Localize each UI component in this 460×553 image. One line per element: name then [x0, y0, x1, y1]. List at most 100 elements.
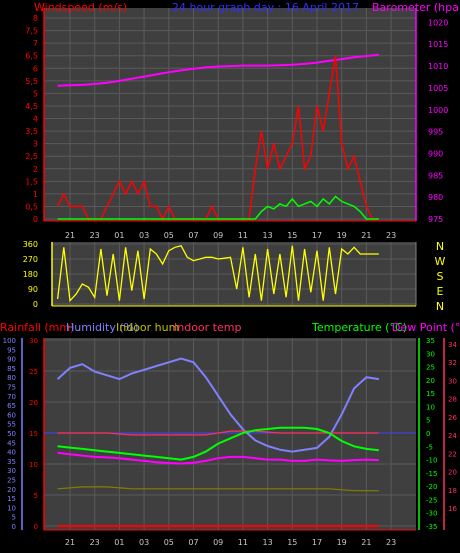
tick-label-direction: 0	[33, 300, 38, 309]
tick-label-windspeed: 5	[33, 89, 38, 98]
tick-label-direction: 180	[23, 270, 38, 279]
tick-label-rainfall: 25	[29, 368, 38, 376]
tick-label-humidity: 40	[7, 449, 16, 457]
legend-rainfall: Rainfall (mm)	[0, 321, 74, 334]
tick-label-barometer: 1000	[428, 106, 448, 115]
tick-label-hour: 23	[386, 231, 396, 240]
tick-label-indoor-temp: 18	[448, 487, 457, 495]
compass-label-s: S	[437, 270, 444, 283]
tick-label-hour: 15	[287, 231, 297, 240]
tick-label-temperature: -25	[426, 496, 437, 504]
series-line-wind-direction	[56, 244, 379, 303]
tick-label-humidity: 10	[7, 504, 16, 512]
tick-label-barometer: 985	[428, 171, 443, 180]
panel-temp-background	[44, 338, 416, 530]
panel-wind-background	[44, 8, 416, 221]
tick-label-temperature: -5	[426, 443, 433, 451]
tick-label-windspeed: 6,5	[25, 52, 38, 61]
tick-label-hour-temp: 01	[114, 538, 124, 547]
tick-label-humidity: 15	[7, 495, 16, 503]
series-line-wind-speed	[57, 195, 379, 220]
tick-label-rainfall: 30	[29, 337, 38, 345]
tick-label-windspeed: 7	[33, 39, 38, 48]
tick-label-temperature: 30	[426, 350, 435, 358]
tick-label-indoor-temp: 24	[448, 432, 457, 440]
tick-label-hour-temp: 07	[188, 538, 198, 547]
tick-label-temperature: -15	[426, 470, 437, 478]
tick-label-indoor-temp: 20	[448, 469, 457, 477]
tick-label-barometer: 980	[428, 193, 443, 202]
tick-label-barometer: 975	[428, 215, 443, 224]
tick-label-temperature: -10	[426, 457, 437, 465]
compass-label-n: N	[436, 300, 444, 313]
tick-label-hour: 13	[263, 231, 273, 240]
tick-label-humidity: 45	[7, 439, 16, 447]
tick-label-windspeed: 3	[33, 140, 38, 149]
tick-label-indoor-temp: 32	[448, 359, 457, 367]
tick-label-rainfall: 10	[29, 461, 38, 469]
tick-label-hour: 09	[213, 231, 223, 240]
compass-label-e: E	[437, 285, 444, 298]
tick-label-humidity: 30	[7, 467, 16, 475]
tick-label-hour-temp: 21	[361, 538, 371, 547]
legend-dew-point: Dew Point (°C)	[392, 321, 460, 334]
legend-indoor-temp: Indoor temp	[174, 321, 241, 334]
series-line-temperature-c-	[57, 426, 379, 461]
tick-label-windspeed: 8	[33, 14, 38, 23]
tick-label-hour-temp: 13	[263, 538, 273, 547]
tick-label-temperature: 5	[426, 417, 430, 425]
series-line-barometer	[57, 53, 379, 87]
tick-label-barometer: 1015	[428, 40, 448, 49]
tick-label-humidity: 35	[7, 458, 16, 466]
tick-label-barometer: 1010	[428, 62, 448, 71]
tick-label-temperature: 20	[426, 377, 435, 385]
tick-label-humidity: 90	[7, 356, 16, 364]
tick-label-direction: 360	[23, 240, 38, 249]
tick-label-barometer: 995	[428, 128, 443, 137]
tick-label-humidity: 5	[12, 514, 16, 522]
compass-label-n: N	[436, 240, 444, 253]
tick-label-temperature: 35	[426, 337, 435, 345]
tick-label-hour: 17	[312, 231, 322, 240]
tick-label-windspeed: 6	[33, 64, 38, 73]
tick-label-hour: 23	[90, 231, 100, 240]
chart-title: 24 hour graph day : 16 April 2017	[172, 1, 359, 14]
tick-label-humidity: 95	[7, 346, 16, 354]
legend-temperature: Temperature (°C)	[311, 321, 407, 334]
tick-label-temperature: -35	[426, 523, 437, 531]
series-line-indoor-hum	[57, 486, 379, 492]
tick-label-hour-temp: 15	[287, 538, 297, 547]
tick-label-barometer: 990	[428, 149, 443, 158]
tick-label-hour: 07	[188, 231, 198, 240]
tick-label-hour-temp: 17	[312, 538, 322, 547]
tick-label-rainfall: 0	[34, 523, 38, 531]
tick-label-indoor-temp: 30	[448, 377, 457, 385]
tick-label-humidity: 75	[7, 384, 16, 392]
tick-label-hour-temp: 23	[386, 538, 396, 547]
tick-label-hour: 05	[164, 231, 174, 240]
tick-label-temperature: 15	[426, 390, 435, 398]
tick-label-windspeed: 4,5	[25, 102, 38, 111]
tick-label-windspeed: 3,5	[25, 127, 38, 136]
tick-label-humidity: 25	[7, 477, 16, 485]
tick-label-indoor-temp: 22	[448, 450, 457, 458]
series-line-dew-point-c-	[57, 451, 379, 465]
tick-label-humidity: 20	[7, 486, 16, 494]
tick-label-hour: 21	[361, 231, 371, 240]
compass-label-w: W	[435, 255, 446, 268]
tick-label-temperature: 10	[426, 403, 435, 411]
tick-label-hour-temp: 11	[238, 538, 248, 547]
tick-label-hour-temp: 21	[65, 538, 75, 547]
tick-label-humidity: 65	[7, 402, 16, 410]
tick-label-humidity: 60	[7, 411, 16, 419]
tick-label-direction: 90	[28, 285, 38, 294]
tick-label-windspeed: 5,5	[25, 77, 38, 86]
tick-label-barometer: 1005	[428, 84, 448, 93]
tick-label-humidity: 85	[7, 365, 16, 373]
tick-label-indoor-temp: 16	[448, 505, 457, 513]
tick-label-windspeed: 4	[33, 115, 38, 124]
tick-label-hour-temp: 03	[139, 538, 149, 547]
tick-label-humidity: 50	[7, 430, 16, 438]
tick-label-barometer: 1020	[428, 18, 448, 27]
